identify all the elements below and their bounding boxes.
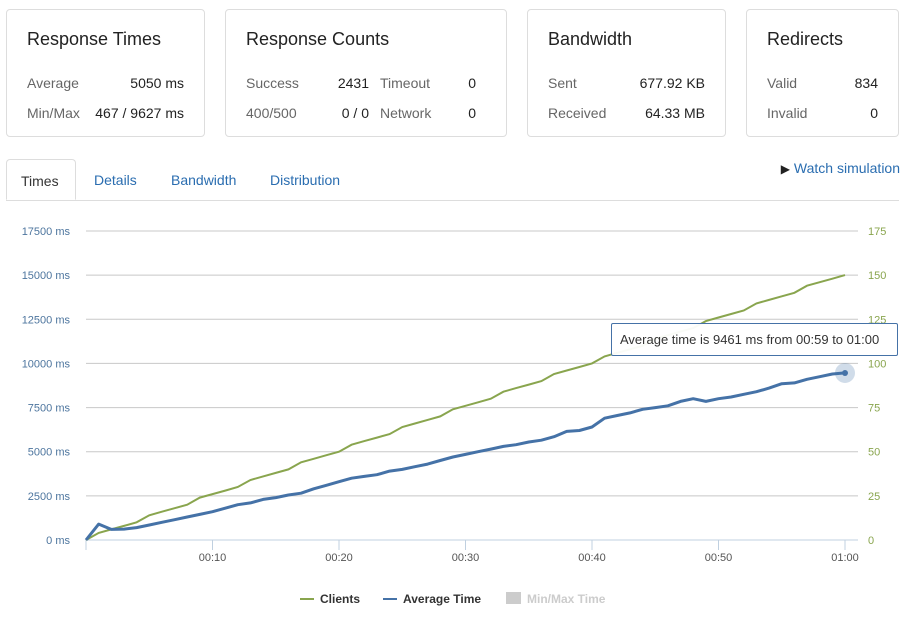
valid-label: Valid — [767, 75, 798, 91]
response-times-card: Response Times Average 5050 ms Min/Max 4… — [6, 9, 205, 137]
y-right-tick-label: 150 — [868, 270, 886, 282]
valid-value: 834 — [854, 75, 878, 91]
y-left-tick-label: 2500 ms — [28, 491, 71, 503]
y-right-tick-label: 175 — [868, 226, 886, 238]
tab-times[interactable]: Times — [6, 159, 76, 200]
y-left-tick-label: 5000 ms — [28, 447, 71, 459]
card-title: Response Counts — [246, 29, 390, 49]
sent-label: Sent — [548, 75, 577, 91]
legend-average-label: Average Time — [403, 592, 481, 606]
y-left-tick-label: 15000 ms — [22, 270, 71, 282]
y-left-tick-label: 10000 ms — [22, 358, 71, 370]
chart-tooltip: Average time is 9461 ms from 00:59 to 01… — [611, 323, 898, 356]
y-left-tick-label: 17500 ms — [22, 226, 71, 238]
redirects-card: Redirects Valid 834 Invalid 0 — [746, 9, 899, 137]
card-title: Redirects — [767, 29, 844, 49]
tab-distribution[interactable]: Distribution — [270, 172, 341, 188]
legend-minmax-marker — [506, 592, 521, 604]
x-tick-label: 00:30 — [452, 552, 480, 564]
y-right-tick-label: 50 — [868, 447, 880, 459]
y-right-tick-label: 25 — [868, 491, 880, 503]
y-right-tick-label: 0 — [868, 535, 874, 547]
y-right-tick-label: 100 — [868, 358, 886, 370]
success-value: 2431 — [337, 75, 369, 91]
y-right-tick-label: 75 — [868, 403, 880, 415]
timeout-value: 0 — [468, 75, 476, 91]
legend-minmax-label: Min/Max Time — [527, 592, 606, 606]
errors-value: 0 / 0 — [341, 105, 369, 121]
errors-label: 400/500 — [246, 105, 297, 121]
watch-simulation-label: Watch simulation — [793, 160, 900, 176]
y-left-tick-label: 0 ms — [46, 535, 70, 547]
response-counts-card: Response Counts Success 2431 Timeout 0 4… — [225, 9, 507, 137]
legend-clients-label: Clients — [320, 592, 360, 606]
y-left-tick-label: 12500 ms — [22, 314, 71, 326]
network-value: 0 — [468, 105, 476, 121]
sent-value: 677.92 KB — [639, 75, 705, 91]
bandwidth-card: Bandwidth Sent 677.92 KB Received 64.33 … — [527, 9, 726, 137]
average-label: Average — [27, 75, 79, 91]
card-title: Bandwidth — [548, 29, 633, 49]
hover-halo — [835, 362, 855, 383]
x-tick-label: 00:10 — [199, 552, 227, 564]
success-label: Success — [246, 75, 299, 91]
x-tick-label: 01:00 — [831, 552, 859, 564]
card-title: Response Times — [27, 29, 162, 49]
watch-simulation-link[interactable]: ▶ Watch simulation — [781, 160, 900, 176]
chart-tabs: Times Details Bandwidth Distribution — [6, 159, 899, 201]
timeout-label: Timeout — [380, 75, 431, 91]
x-tick-label: 00:20 — [325, 552, 353, 564]
y-left-tick-label: 7500 ms — [28, 403, 71, 415]
network-label: Network — [380, 105, 432, 121]
average-time-line — [84, 371, 846, 541]
received-label: Received — [548, 105, 607, 121]
average-value: 5050 ms — [130, 75, 184, 91]
hover-point — [842, 369, 848, 376]
tab-details[interactable]: Details — [94, 172, 137, 188]
invalid-label: Invalid — [767, 105, 808, 121]
minmax-label: Min/Max — [27, 105, 80, 121]
x-tick-label: 00:50 — [705, 552, 733, 564]
received-value: 64.33 MB — [645, 105, 705, 121]
play-icon: ▶ — [780, 162, 791, 176]
minmax-value: 467 / 9627 ms — [95, 105, 184, 121]
invalid-value: 0 — [870, 105, 878, 121]
x-tick-label: 00:40 — [578, 552, 606, 564]
tab-bandwidth[interactable]: Bandwidth — [171, 172, 237, 188]
clients-line — [85, 274, 846, 541]
